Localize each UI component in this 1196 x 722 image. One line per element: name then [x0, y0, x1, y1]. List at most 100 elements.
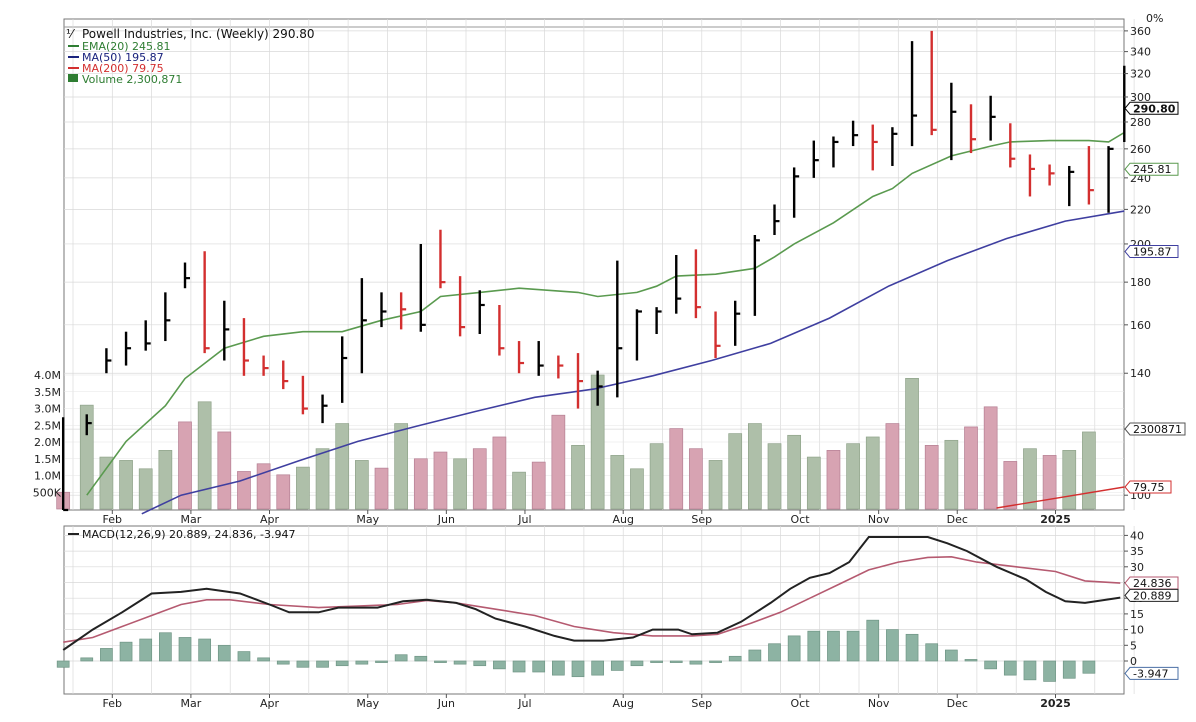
- moving-average-lines: [86, 131, 1125, 515]
- ma200-value-label: 79.75: [1133, 481, 1165, 494]
- month-label: Feb: [103, 513, 122, 526]
- macd-lines: [62, 536, 1121, 651]
- volume-bar: [649, 443, 664, 510]
- macd-histogram-bar: [984, 660, 998, 670]
- macd-axis: 0 5 10 15 2025 30 35 40 MACD(12,26,9) 20.889, 24…: [68, 528, 1179, 710]
- volume-bar: [708, 460, 723, 510]
- volume-bar: [138, 468, 153, 510]
- macd-histogram-bar: [394, 654, 408, 662]
- macd-histogram-bar: [257, 657, 270, 662]
- macd-histogram-bar: [650, 660, 663, 663]
- volume-bar: [99, 456, 114, 510]
- last-price-label-box: [1124, 101, 1179, 115]
- macd-histogram-bar: [1082, 660, 1096, 674]
- volume-bar: [610, 455, 625, 510]
- last-price-label: 290.80: [1133, 102, 1176, 115]
- volume-bar: [885, 423, 900, 510]
- macd-signal-value: 24.836: [1133, 577, 1172, 590]
- macd-histogram-bar: [945, 649, 958, 662]
- volume-bar: [394, 423, 409, 510]
- price-tick-label: 140: [1130, 367, 1151, 380]
- macd-histogram-bar: [1062, 660, 1076, 679]
- macd-histogram-bar: [532, 660, 546, 673]
- volume-bar: [79, 404, 94, 510]
- volume-bar: [571, 445, 585, 510]
- macd-histogram-bar: [571, 660, 585, 678]
- macd-month-label: Jul: [517, 697, 531, 710]
- macd-histogram-bar: [217, 644, 231, 662]
- chart-title: Powell Industries, Inc. (Weekly) 290.80: [82, 27, 315, 41]
- volume-bar: [472, 448, 487, 510]
- month-label: Aug: [612, 513, 633, 526]
- macd-tick-label: 30: [1130, 561, 1144, 574]
- volume-bar: [512, 471, 526, 510]
- symbol-icon: ⅟: [66, 27, 76, 41]
- macd-histogram-bar: [493, 660, 506, 670]
- legend-entry: MA(200) 79.75: [82, 62, 164, 75]
- volume-bar: [924, 445, 939, 510]
- macd-histogram-bar: [316, 660, 329, 668]
- macd-histogram-bar: [56, 660, 70, 668]
- volume-bar: [551, 414, 566, 510]
- macd-histogram-bar: [669, 660, 683, 663]
- volume-bar: [1023, 448, 1037, 510]
- macd-histogram-bar: [178, 637, 192, 662]
- macd-histogram-bar: [827, 630, 840, 662]
- month-label: Jun: [437, 513, 455, 526]
- month-label: Sep: [691, 513, 712, 526]
- volume-bar: [492, 436, 507, 510]
- price-bars: [61, 30, 1130, 512]
- macd-histogram-bar: [552, 660, 565, 676]
- ema20-line: [86, 131, 1125, 496]
- volume-bar: [531, 461, 546, 510]
- macd-month-label: Sep: [691, 697, 712, 710]
- volume-bar: [433, 451, 448, 510]
- ma50-value-label-box: [1124, 245, 1179, 259]
- macd-histogram-bar: [80, 657, 94, 662]
- macd-histogram-bar: [591, 660, 605, 676]
- macd-histogram-bar: [886, 629, 899, 662]
- volume-bar: [256, 463, 271, 510]
- price-tick-label: 180: [1130, 276, 1151, 289]
- macd-month-label: May: [356, 697, 379, 710]
- price-tick-label: 340: [1130, 46, 1151, 59]
- volume-bar: [865, 436, 880, 510]
- macd-month-label: Dec: [947, 697, 968, 710]
- volume-tick-label: 1.5M: [34, 453, 61, 466]
- macd-histogram-bar: [1003, 660, 1017, 676]
- volume-bar: [964, 426, 978, 510]
- macd-month-label: Apr: [260, 697, 280, 710]
- macd-histogram-bar: [119, 641, 133, 662]
- macd-signal-value-box: [1124, 576, 1179, 590]
- volume-value-label-box: [1124, 422, 1186, 436]
- month-label: 2025: [1040, 513, 1071, 526]
- macd-histogram-bar: [689, 660, 703, 665]
- price-tick-label: 220: [1130, 203, 1151, 216]
- volume-bar: [689, 448, 703, 510]
- volume-bar: [158, 450, 173, 510]
- volume-bar: [197, 401, 212, 510]
- volume-bar: [728, 433, 743, 510]
- macd-histogram-bar: [807, 630, 821, 662]
- legend-entry: Volume 2,300,871: [82, 73, 182, 86]
- ma200-line: [996, 486, 1125, 509]
- macd-histogram-bar: [375, 660, 388, 663]
- volume-bar: [178, 421, 192, 510]
- volume-tick-label: 3.0M: [34, 403, 61, 416]
- macd-histogram-bar: [1023, 660, 1037, 681]
- volume-value-label: 2300871: [1133, 423, 1182, 436]
- macd-histogram-bar: [414, 655, 428, 662]
- volume-bar: [806, 456, 821, 510]
- volume-tick-label: 3.5M: [34, 386, 61, 399]
- macd-histogram-bar: [630, 660, 644, 667]
- volume-bar: [748, 423, 762, 510]
- macd-month-label: Feb: [103, 697, 122, 710]
- macd-value: 20.889: [1133, 589, 1172, 602]
- price-axis: 0%10012014016018020022024026028030032034…: [33, 12, 1186, 526]
- volume-tick-label: 4.0M: [34, 369, 61, 382]
- macd-histogram-bar: [728, 655, 742, 662]
- macd-title: MACD(12,26,9) 20.889, 24.836, -3.947: [82, 528, 295, 541]
- macd-histogram-bar: [276, 660, 290, 665]
- volume-bar: [1003, 461, 1018, 510]
